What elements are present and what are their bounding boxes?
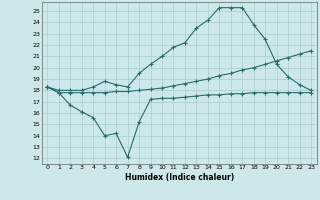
X-axis label: Humidex (Indice chaleur): Humidex (Indice chaleur) — [124, 173, 234, 182]
